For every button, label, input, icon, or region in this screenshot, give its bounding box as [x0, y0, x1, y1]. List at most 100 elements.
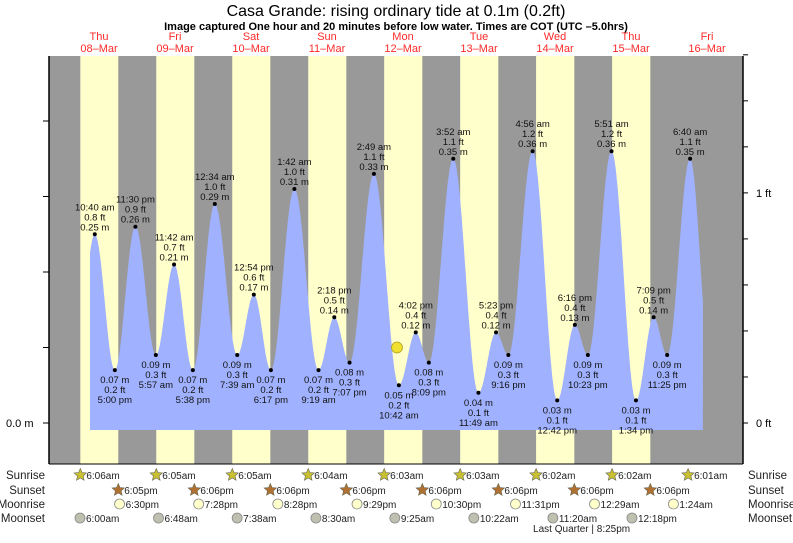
- low-tide-label: 5:57 am: [139, 380, 173, 391]
- sunset-time: 6:05pm: [124, 486, 157, 497]
- moonset-icon: [153, 512, 164, 524]
- high-tide-point: [494, 330, 499, 335]
- high-tide-point: [572, 322, 577, 327]
- low-tide-point: [316, 368, 321, 373]
- moonrise-icon: [272, 498, 284, 510]
- day-name-label: Fri: [701, 31, 714, 43]
- high-tide-label: 0.5 ft: [643, 295, 664, 306]
- low-tide-label: 7:39 am: [220, 380, 254, 391]
- low-tide-label: 0.3 ft: [657, 370, 678, 381]
- moonset-time: 9:25am: [401, 514, 434, 525]
- moonset-icon: [310, 512, 322, 524]
- day-name-label: Tue: [470, 31, 489, 43]
- high-tide-label: 1.2 ft: [601, 129, 622, 140]
- high-tide-label: 0.13 m: [560, 313, 589, 324]
- moonrise-icon: [114, 498, 125, 510]
- moonrise-time: 9:29pm: [363, 500, 396, 511]
- high-tide-label: 0.6 ft: [243, 273, 264, 284]
- high-tide-point: [133, 224, 138, 229]
- date-label: 09–Mar: [156, 43, 194, 55]
- high-tide-label: 12:54 pm: [234, 263, 274, 274]
- high-tide-label: 5:51 am: [594, 119, 628, 130]
- low-tide-label: 0.07 m: [178, 375, 207, 386]
- day-name-label: Thu: [90, 31, 109, 43]
- low-tide-label: 8:09 pm: [412, 388, 446, 399]
- moonrise-icon: [668, 498, 679, 510]
- date-label: 15–Mar: [612, 43, 650, 55]
- high-tide-label: 4:02 pm: [399, 300, 433, 311]
- low-tide-label: 0.2 ft: [182, 385, 203, 396]
- sunset-icon: [187, 482, 202, 496]
- sunrise-time: 6:01am: [694, 471, 727, 482]
- high-tide-label: 10:40 am: [75, 202, 115, 213]
- sunrise-time: 6:05am: [162, 471, 195, 482]
- moonset-time: 7:38am: [243, 514, 276, 525]
- low-tide-label: 0.03 m: [621, 405, 650, 416]
- sunrise-time: 6:04am: [314, 471, 347, 482]
- low-tide-label: 0.09 m: [141, 360, 170, 371]
- high-tide-label: 0.35 m: [439, 147, 468, 158]
- moonrise-icon: [351, 498, 363, 510]
- low-tide-label: 11:49 am: [459, 418, 498, 429]
- low-tide-label: 9:19 am: [301, 395, 335, 406]
- sunrise-time: 6:05am: [238, 471, 271, 482]
- low-tide-label: 0.1 ft: [547, 415, 568, 426]
- low-tide-label: 0.2 ft: [104, 385, 125, 396]
- axes: 0.0 m 0 ft 1 ft: [6, 54, 771, 465]
- moonrise-time: 6:30pm: [126, 500, 159, 511]
- sunset-time: 6:06pm: [580, 486, 613, 497]
- high-tide-point: [251, 292, 256, 297]
- moonset-icon: [468, 512, 480, 524]
- day-name-label: Wed: [544, 31, 566, 43]
- low-tide-label: 10:23 pm: [568, 380, 608, 391]
- high-tide-point: [651, 315, 656, 320]
- high-tide-point: [688, 156, 693, 161]
- moonset-icon: [74, 512, 86, 524]
- moonrise-icon: [430, 498, 442, 510]
- low-tide-label: 0.3 ft: [145, 370, 166, 381]
- moonrise-time: 10:30pm: [442, 500, 481, 511]
- moonset-time: 11:20am: [559, 514, 597, 525]
- moonrise-icon: [589, 498, 600, 510]
- low-tide-label: 1:34 pm: [619, 425, 653, 436]
- sunrise-icon: [73, 467, 88, 481]
- low-tide-point: [426, 360, 431, 365]
- right-axis-label: 1 ft: [756, 188, 771, 200]
- sunrise-icon: [453, 467, 468, 481]
- high-tide-label: 2:18 pm: [317, 285, 351, 296]
- moonset-row-label-right: Moonset: [748, 513, 793, 525]
- chart-title: Casa Grande: rising ordinary tide at 0.1…: [227, 3, 566, 20]
- high-tide-label: 0.4 ft: [485, 310, 506, 321]
- high-tide-point: [609, 149, 614, 154]
- sunrise-time: 6:03am: [466, 471, 499, 482]
- high-tide-label: 0.36 m: [518, 139, 547, 150]
- date-label: 14–Mar: [536, 43, 574, 55]
- sunset-icon: [339, 482, 354, 496]
- sunset-time: 6:06pm: [656, 486, 689, 497]
- plot-area: [49, 56, 743, 464]
- moonset-icon: [626, 512, 638, 524]
- moonrise-icon: [510, 498, 521, 510]
- high-tide-label: 0.12 m: [482, 320, 511, 331]
- moonset-time: 10:22am: [480, 514, 519, 525]
- high-tide-label: 0.17 m: [239, 283, 268, 294]
- low-tide-label: 0.3 ft: [339, 378, 360, 389]
- high-tide-label: 1.0 ft: [204, 182, 225, 193]
- moonrise-icon: [193, 498, 205, 510]
- sunset-row-label-right: Sunset: [748, 485, 785, 497]
- high-tide-point: [172, 262, 177, 267]
- left-axis-label: 0.0 m: [6, 418, 34, 430]
- high-tide-label: 2:49 am: [357, 142, 391, 153]
- low-tide-label: 0.2 ft: [308, 385, 329, 396]
- high-tide-point: [530, 149, 535, 154]
- sunrise-icon: [605, 467, 620, 481]
- moonrise-row-label-left: Moonrise: [0, 499, 45, 511]
- moonset-icon: [389, 512, 401, 524]
- sunset-icon: [111, 482, 126, 496]
- date-label: 16–Mar: [688, 43, 726, 55]
- date-label: 11–Mar: [309, 43, 346, 55]
- sunrise-time: 6:02am: [542, 471, 575, 482]
- chart-subtitle: Image captured One hour and 20 minutes b…: [164, 21, 628, 33]
- low-tide-point: [396, 383, 401, 388]
- high-tide-label: 11:30 pm: [116, 195, 155, 206]
